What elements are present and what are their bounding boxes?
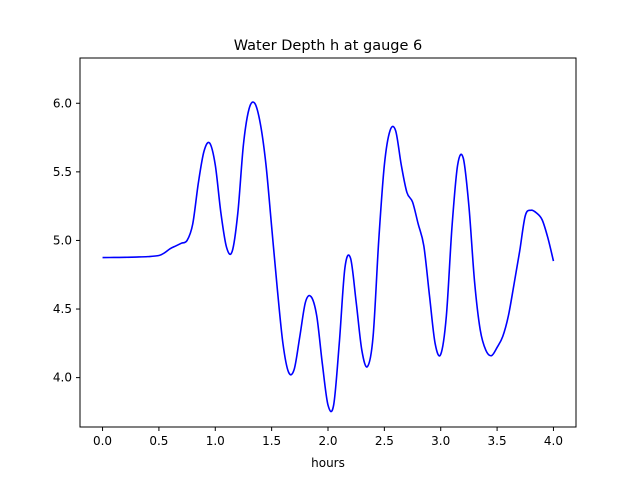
chart-title: Water Depth h at gauge 6 [234, 38, 422, 54]
x-tick-label: 3.5 [488, 434, 507, 448]
y-tick-label: 4.0 [53, 371, 72, 385]
x-tick-label: 0.0 [93, 434, 112, 448]
series-line [102, 101, 555, 413]
x-axis: 0.0 0.5 1.0 1.5 2.0 2.5 3.0 3.5 4.0 [93, 427, 563, 448]
y-tick-label: 6.0 [53, 96, 72, 110]
x-tick-label: 0.5 [149, 434, 168, 448]
x-tick-label: 2.5 [375, 434, 394, 448]
x-axis-label: hours [311, 456, 345, 470]
x-tick-label: 1.5 [262, 434, 281, 448]
y-axis: 4.0 4.5 5.0 5.5 6.0 [53, 96, 80, 385]
y-tick-label: 5.0 [53, 233, 72, 247]
x-tick-label: 3.0 [431, 434, 450, 448]
x-tick-label: 4.0 [544, 434, 563, 448]
x-tick-label: 2.0 [318, 434, 337, 448]
y-tick-label: 5.5 [53, 165, 72, 179]
x-tick-label: 1.0 [206, 434, 225, 448]
y-tick-label: 4.5 [53, 302, 72, 316]
